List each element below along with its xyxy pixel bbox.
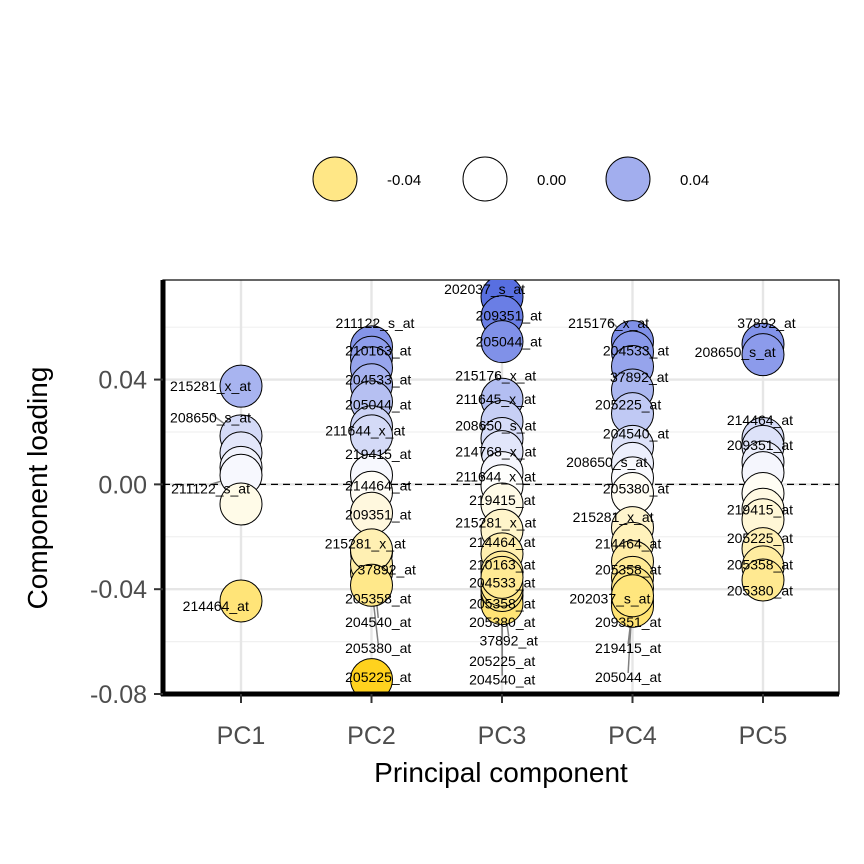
point-label: 205380_at <box>345 640 411 656</box>
point-label: 205044_at <box>476 334 542 350</box>
x-tick-label: PC5 <box>739 722 788 750</box>
data-point <box>219 364 263 408</box>
data-point <box>741 558 785 602</box>
point-label: 205358_at <box>469 596 535 612</box>
x-tick-label: PC2 <box>347 722 396 750</box>
point-label: 208650_s_at <box>455 417 536 433</box>
point-label: 215281_x_at <box>455 514 536 530</box>
point-label: 204533_at <box>603 343 669 359</box>
point-label: 204540_at <box>603 425 669 441</box>
point-label: 205358_at <box>727 556 793 572</box>
legend-label: 0.04 <box>680 172 709 189</box>
point-label: 208650_s_at <box>170 410 251 426</box>
point-label: 205358_at <box>595 562 661 578</box>
point-label: 215176_x_at <box>568 315 649 331</box>
point-label: 205225_at <box>727 530 793 546</box>
point-label: 37892_at <box>610 369 669 385</box>
point-label: 219415_at <box>727 501 793 517</box>
point-label: 205225_at <box>595 396 661 412</box>
point-label: 208650_s_at <box>566 454 647 470</box>
data-point <box>219 482 263 526</box>
y-tick-label: 0.00 <box>98 471 147 499</box>
point-label: 214768_x_at <box>455 444 536 460</box>
data-point <box>350 658 393 694</box>
point-label: 211644_x_at <box>325 423 405 439</box>
x-axis-title: Principal component <box>374 757 628 788</box>
x-tick-label: PC1 <box>217 722 266 750</box>
point-label: 209351_at <box>727 437 793 453</box>
point-label: 37892_at <box>737 315 796 331</box>
x-tick-label: PC3 <box>478 722 527 750</box>
point-label: 209351_at <box>345 507 411 523</box>
point-label: 205380_at <box>469 614 535 630</box>
point-label: 202037_s_at <box>569 590 650 606</box>
point-label: 211122_s_at <box>171 480 250 496</box>
legend-key <box>462 156 508 202</box>
legend-key <box>605 156 651 202</box>
point-label: 205225_at <box>469 653 535 669</box>
point-label: 205044_at <box>345 396 411 412</box>
data-point <box>480 320 524 364</box>
point-label: 209351_at <box>476 307 542 323</box>
data-point <box>350 563 393 607</box>
point-label: 37892_at <box>358 562 417 578</box>
point-label: 215176_x_at <box>455 368 536 384</box>
data-point <box>480 555 524 599</box>
point-label: 209351_at <box>595 614 661 630</box>
point-label: 205044_at <box>595 669 661 685</box>
x-tick-label: PC4 <box>608 722 657 750</box>
point-label: 204540_at <box>345 614 411 630</box>
point-label: 205225_at <box>345 669 411 685</box>
y-tick-label: -0.04 <box>90 576 147 604</box>
data-point <box>741 333 785 377</box>
point-label: 211645_x_at <box>456 391 536 407</box>
y-tick-label: 0.04 <box>98 367 147 395</box>
point-label: 219415_at <box>595 640 661 656</box>
point-label: 214464_at <box>345 478 411 494</box>
point-labels: 215281_x_at 208650_s_at 211122_s_at 214464_… <box>170 281 796 687</box>
point-label: 219415_at <box>345 446 411 462</box>
point-label: 202037_s_at <box>444 281 525 297</box>
point-label: 205380_at <box>603 480 669 496</box>
point-label: 215281_x_at <box>170 378 251 394</box>
point-label: 215281_x_at <box>325 535 406 551</box>
point-label: 215281_x_at <box>573 509 654 525</box>
point-label: 214464_at <box>469 534 535 550</box>
point-label: 211644_x_at <box>456 469 536 485</box>
legend-key <box>312 156 358 202</box>
legend-label: -0.04 <box>387 172 421 189</box>
point-label: 204540_at <box>469 672 535 688</box>
point-label: 211122_s_at <box>336 315 415 331</box>
point-label: 204533_at <box>469 575 535 591</box>
points <box>219 280 785 694</box>
point-label: 205358_at <box>345 590 411 606</box>
point-label: 214464_at <box>183 598 249 614</box>
y-tick-label: -0.08 <box>90 681 147 709</box>
legend: -0.04 0.00 0.04 <box>312 156 709 202</box>
point-label: 214464_at <box>595 535 661 551</box>
point-label: 208650_s_at <box>695 344 776 360</box>
point-label: 219415_at <box>469 492 535 508</box>
y-axis-title: Component loading <box>22 367 53 610</box>
axes: -0.08 -0.04 0.00 0.04 PC1 PC2 PC3 PC4 PC5 <box>90 280 839 750</box>
point-label: 37892_at <box>480 632 539 648</box>
legend-label: 0.00 <box>537 172 566 189</box>
point-label: 205380_at <box>727 583 793 599</box>
point-label: 214464_at <box>727 412 793 428</box>
data-point <box>611 574 654 618</box>
data-point <box>219 579 263 623</box>
point-label: 210163_at <box>469 556 535 572</box>
point-label: 204533_at <box>345 372 411 388</box>
point-label: 210163_at <box>345 343 411 359</box>
